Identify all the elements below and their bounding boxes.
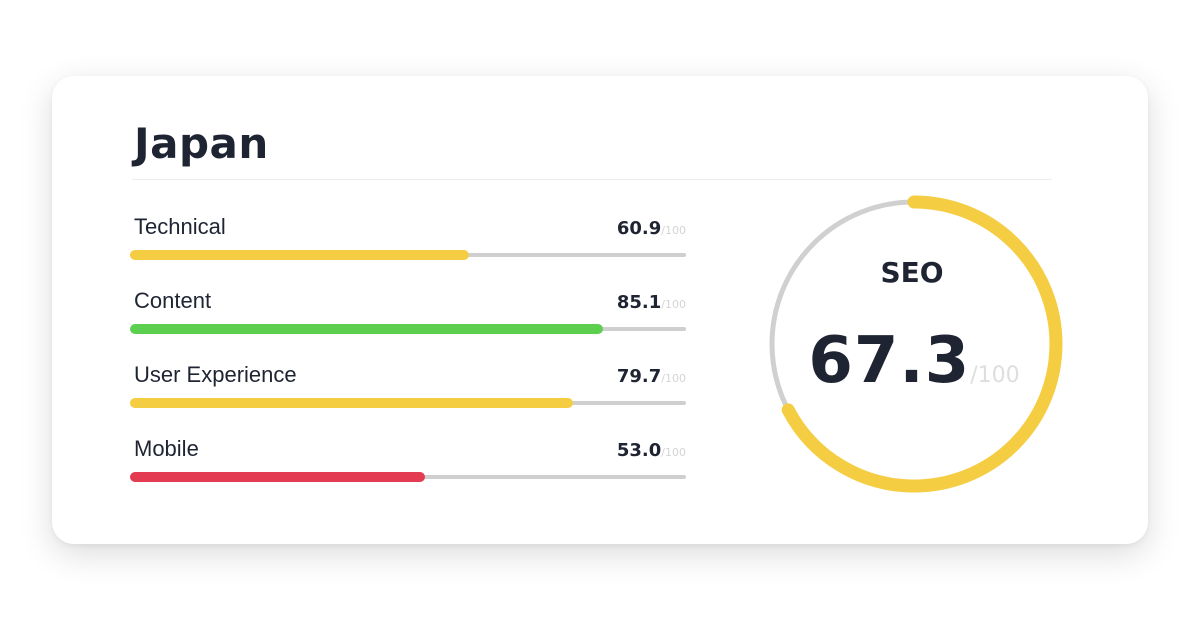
seo-gauge-ring xyxy=(765,195,1063,493)
metric-score: 60.9/100 xyxy=(616,218,686,239)
metric-max: /100 xyxy=(661,224,686,237)
progress-fill xyxy=(130,472,425,482)
seo-score-card: Japan Technical 60.9/100 Content 85.1/10… xyxy=(52,76,1148,544)
metric-score: 85.1/100 xyxy=(616,292,686,313)
progress-track xyxy=(130,472,686,482)
metric-label: Content xyxy=(134,288,212,313)
progress-track xyxy=(130,324,686,334)
progress-fill xyxy=(130,398,574,408)
progress-track xyxy=(130,250,686,260)
progress-track xyxy=(130,398,686,408)
progress-fill xyxy=(130,250,469,260)
metric-label: Technical xyxy=(134,214,226,239)
metric-content: Content 85.1/100 xyxy=(130,282,686,338)
metric-label: User Experience xyxy=(134,362,297,387)
seo-score-max: /100 xyxy=(970,363,1020,388)
metric-label: Mobile xyxy=(134,436,199,461)
metric-score: 53.0/100 xyxy=(616,440,686,461)
seo-label: SEO xyxy=(880,256,944,289)
gauge-arc xyxy=(765,195,1063,493)
seo-gauge: SEO 67.3/100 xyxy=(764,194,1064,494)
metric-score: 79.7/100 xyxy=(616,366,686,387)
progress-fill xyxy=(130,324,604,334)
metric-mobile: Mobile 53.0/100 xyxy=(130,430,686,486)
card-title: Japan xyxy=(134,119,269,168)
metric-technical: Technical 60.9/100 xyxy=(130,208,686,264)
seo-score-value: 67.3 xyxy=(808,324,971,398)
seo-score: 67.3/100 xyxy=(764,324,1064,398)
metric-max: /100 xyxy=(661,446,686,459)
title-divider xyxy=(132,179,1052,180)
metric-max: /100 xyxy=(661,298,686,311)
metric-max: /100 xyxy=(661,372,686,385)
metric-user-experience: User Experience 79.7/100 xyxy=(130,356,686,412)
